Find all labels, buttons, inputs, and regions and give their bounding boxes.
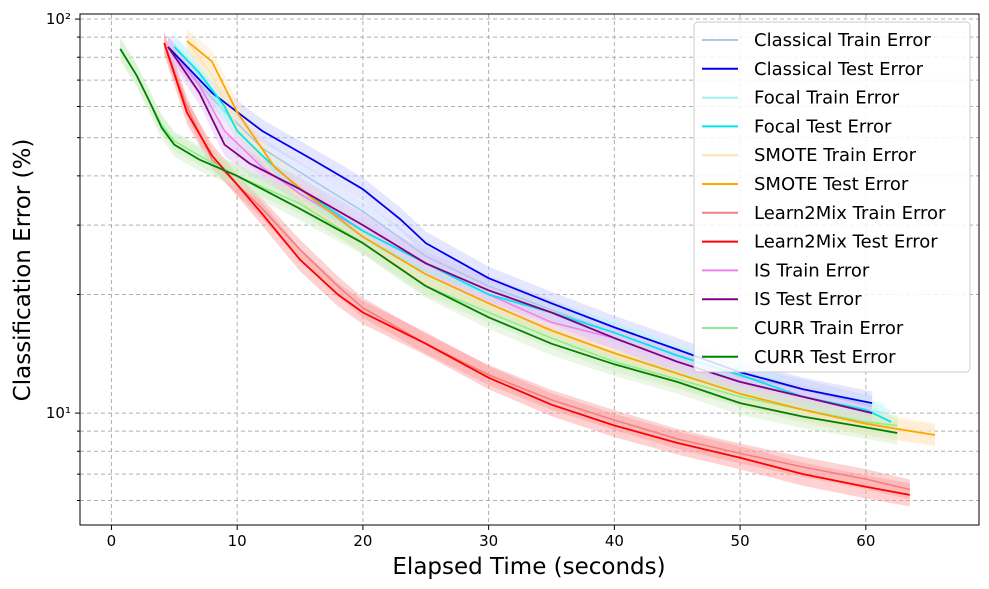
legend-label-curr-test-error: CURR Test Error <box>754 347 896 368</box>
legend-label-is-train-error: IS Train Error <box>754 260 870 281</box>
legend-label-focal-test-error: Focal Test Error <box>754 116 892 137</box>
axis-ticks: 0 10 20 30 40 50 60 10¹ 10² <box>46 10 875 550</box>
x-tick-label: 0 <box>107 532 117 550</box>
legend-label-learn2mix-train-error: Learn2Mix Train Error <box>754 203 946 224</box>
x-tick-label: 40 <box>605 532 624 550</box>
y-axis-label: Classification Error (%) <box>10 139 36 402</box>
plot-frame <box>79 13 980 526</box>
legend-label-classical-train-error: Classical Train Error <box>754 30 931 51</box>
x-tick-label: 50 <box>731 532 750 550</box>
learn2mix-train-error-band <box>164 32 910 500</box>
is-test-error-band <box>168 35 873 425</box>
legend-label-focal-train-error: Focal Train Error <box>754 88 900 109</box>
y-tick-label: 10² <box>46 10 71 28</box>
x-tick-label: 20 <box>353 532 372 550</box>
x-tick-label: 10 <box>228 532 247 550</box>
x-tick-label: 30 <box>479 532 498 550</box>
learn2mix-test-error-band <box>164 31 910 507</box>
learn2mix-test-error-line <box>163 42 910 496</box>
legend-label-smote-train-error: SMOTE Train Error <box>754 145 917 166</box>
is-test-error-line <box>167 46 873 414</box>
legend-label-curr-train-error: CURR Train Error <box>754 318 904 339</box>
legend: Classical Train Error Classical Test Erro… <box>693 21 971 373</box>
legend-label-learn2mix-test-error: Learn2Mix Test Error <box>754 232 938 253</box>
y-tick-label: 10¹ <box>46 404 71 422</box>
legend-label-is-test-error: IS Test Error <box>754 289 862 310</box>
series-lines <box>119 40 936 496</box>
legend-box <box>693 21 971 373</box>
legend-label-classical-test-error: Classical Test Error <box>754 59 924 80</box>
x-tick-label: 60 <box>856 532 875 550</box>
legend-label-smote-test-error: SMOTE Test Error <box>754 174 909 195</box>
x-axis-label: Elapsed Time (seconds) <box>392 554 665 580</box>
curr-test-error-line <box>119 48 898 434</box>
focal-test-error-line <box>173 46 892 423</box>
smote-test-error-line <box>186 40 936 436</box>
